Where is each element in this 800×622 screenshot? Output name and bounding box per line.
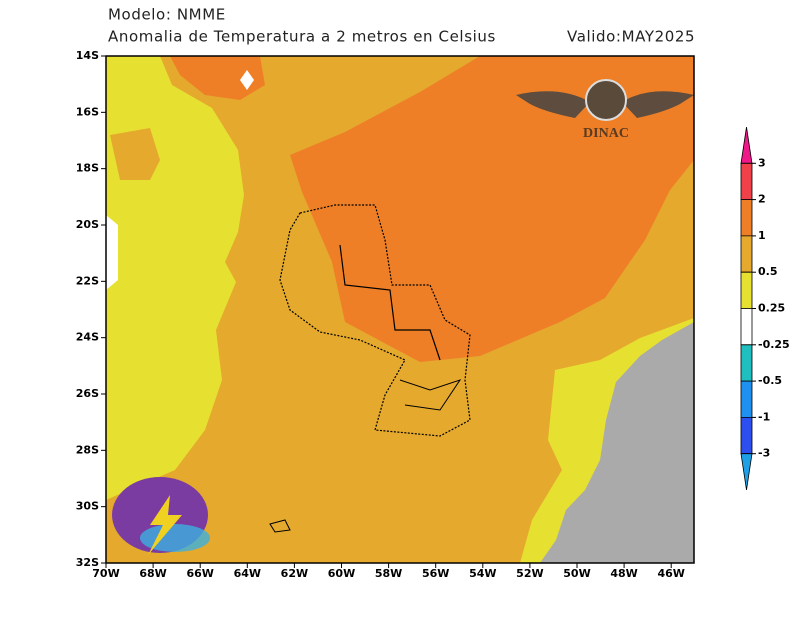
lat-label: 18S (76, 162, 99, 175)
lat-label: 32S (76, 556, 99, 569)
colorbar-label: 3 (758, 156, 766, 169)
colorbar-segment (740, 344, 753, 382)
colorbar-label: -0.25 (758, 338, 790, 351)
colorbar-label: -1 (758, 410, 770, 423)
colorbar-label: 0.25 (758, 302, 785, 315)
colorbar-segment (740, 308, 753, 346)
lon-label: 60W (328, 567, 355, 580)
lat-label: 30S (76, 500, 99, 513)
colorbar-label: 0.5 (758, 265, 778, 278)
lon-label: 48W (610, 567, 637, 580)
colorbar-label: 1 (758, 229, 766, 242)
map-title: Anomalia de Temperatura a 2 metros en Ce… (108, 28, 496, 46)
lon-label: 50W (563, 567, 590, 580)
colorbar-label: -0.5 (758, 374, 782, 387)
colorbar-segment (740, 199, 753, 237)
model-label: Modelo: NMME (108, 6, 226, 24)
lon-label: 46W (657, 567, 684, 580)
lon-label: 64W (234, 567, 261, 580)
lon-label: 66W (186, 567, 213, 580)
colorbar-segment (740, 271, 753, 309)
colorbar-label: 2 (758, 193, 766, 206)
dinac-logo: DINAC (516, 79, 694, 141)
colorbar-segment (740, 126, 753, 164)
lat-label: 14S (76, 49, 99, 62)
lon-label: 52W (516, 567, 543, 580)
colorbar-label: -3 (758, 447, 770, 460)
lon-label: 70W (92, 567, 119, 580)
lon-label: 54W (469, 567, 496, 580)
logo-text: DINAC (583, 126, 629, 141)
lon-label: 56W (422, 567, 449, 580)
lat-label: 16S (76, 105, 99, 118)
lon-label: 62W (281, 567, 308, 580)
lat-label: 24S (76, 331, 99, 344)
lat-label: 28S (76, 443, 99, 456)
lon-label: 68W (139, 567, 166, 580)
colorbar-segment (740, 453, 753, 491)
colorbar-segment (740, 235, 753, 273)
colorbar-segment (740, 380, 753, 418)
lat-label: 20S (76, 218, 99, 231)
colorbar: 3 2 1 0.5 0.25 -0.25 -0.5 -1 -3 (740, 126, 790, 491)
map: DINAC (105, 55, 695, 564)
weather-logo (112, 477, 210, 555)
colorbar-segment (740, 162, 753, 201)
lat-label: 26S (76, 387, 99, 400)
colorbar-segment (740, 416, 753, 455)
lon-label: 58W (375, 567, 402, 580)
valid-label: Valido:MAY2025 (567, 28, 695, 46)
lat-label: 22S (76, 274, 99, 287)
